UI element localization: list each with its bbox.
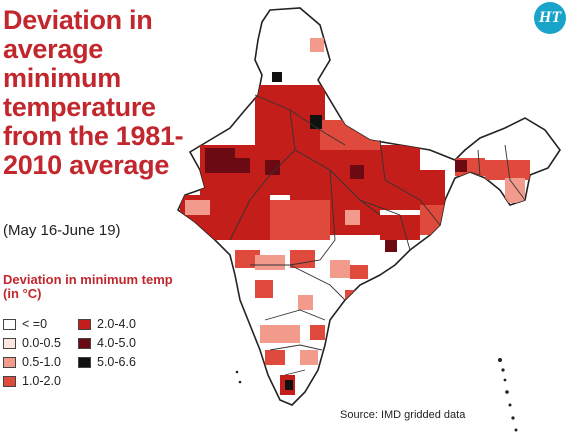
deviation-grid: [180, 38, 530, 395]
legend-label: 0.0-0.5: [22, 336, 61, 350]
grid-cell: [385, 240, 397, 252]
legend-label: < =0: [22, 317, 48, 331]
grid-cell: [310, 38, 324, 52]
grid-cell: [330, 260, 350, 278]
grid-cell: [505, 178, 525, 203]
legend-item: 1.0-2.0: [3, 374, 61, 388]
grid-cell: [235, 158, 250, 173]
grid-cell: [285, 380, 293, 390]
grid-cell: [485, 160, 530, 180]
logo-text: HT: [538, 9, 562, 26]
state-borders: [229, 94, 526, 376]
grid-cell: [255, 280, 273, 298]
legend-title: Deviation in minimum temp (in °C): [3, 272, 173, 301]
legend-swatch: [78, 318, 91, 330]
grid-cell: [350, 265, 368, 279]
grid-cell: [310, 325, 325, 340]
grid-cell: [345, 210, 360, 225]
map-title: Deviation in average minimum temperature…: [3, 5, 184, 180]
legend-swatch: [3, 375, 16, 387]
legend-label: 4.0-5.0: [97, 336, 136, 350]
grid-cell: [455, 160, 467, 172]
grid-cell: [235, 250, 260, 268]
legend-swatch: [78, 337, 91, 349]
legend-label: 5.0-6.6: [97, 355, 136, 369]
legend-swatch: [3, 356, 16, 368]
ht-logo: HT: [534, 2, 566, 34]
legend-item: 2.0-4.0: [78, 317, 136, 331]
source-note: Source: IMD gridded data: [340, 409, 466, 421]
grid-cell: [255, 255, 285, 270]
legend-swatch: [78, 356, 91, 368]
grid-cell: [300, 350, 318, 365]
grid-cell: [260, 325, 300, 343]
grid-cell: [185, 200, 210, 215]
date-range-subtitle: (May 16-June 19): [3, 222, 121, 239]
legend-item: 4.0-5.0: [78, 336, 136, 350]
legend-swatch: [3, 318, 16, 330]
grid-cell: [298, 295, 313, 310]
grid-cell: [272, 72, 282, 82]
grid-cell: [265, 350, 285, 365]
islands: [235, 358, 518, 432]
grid-cell: [350, 165, 364, 179]
grid-cell: [290, 250, 315, 268]
legend-label: 1.0-2.0: [22, 374, 61, 388]
legend-label: 0.5-1.0: [22, 355, 61, 369]
legend-item: 5.0-6.6: [78, 355, 136, 369]
legend-item: 0.0-0.5: [3, 336, 61, 350]
grid-cell: [265, 160, 280, 175]
legend-swatch: [3, 337, 16, 349]
grid-cell: [205, 148, 235, 173]
legend-item: 0.5-1.0: [3, 355, 61, 369]
legend-label: 2.0-4.0: [97, 317, 136, 331]
grid-cell: [270, 200, 330, 240]
grid-cell: [380, 215, 420, 240]
legend-item: < =0: [3, 317, 47, 331]
grid-cell: [380, 170, 445, 210]
